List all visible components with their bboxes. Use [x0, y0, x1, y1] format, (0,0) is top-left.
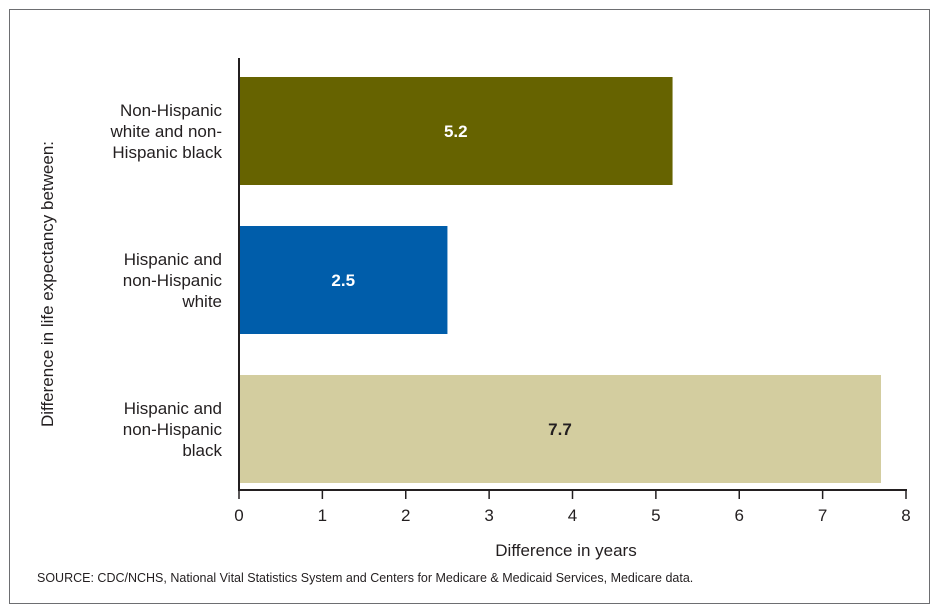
- source-note: SOURCE: CDC/NCHS, National Vital Statist…: [37, 571, 694, 585]
- x-tick-label: 4: [568, 506, 577, 525]
- category-label: Hispanic and non-Hispanic white: [123, 250, 223, 311]
- x-tick-label: 7: [818, 506, 827, 525]
- value-labels-group: 5.2 2.5 7.7: [331, 122, 571, 439]
- x-tick-label: 2: [401, 506, 410, 525]
- category-label: Non-Hispanic white and non-Hispanic black: [109, 101, 222, 162]
- category-labels-group: Non-Hispanic white and non-Hispanic black…: [109, 101, 222, 460]
- category-label: Hispanic and non-Hispanic black: [123, 399, 223, 460]
- figure-frame: [9, 9, 930, 604]
- bar-value-label: 5.2: [444, 122, 468, 141]
- bar-1: [239, 77, 673, 185]
- bar-value-label: 7.7: [548, 420, 572, 439]
- axes-group: 0 1 2 3 4 5 6 7 8: [234, 58, 911, 525]
- x-tick-label: 0: [234, 506, 243, 525]
- x-tick-label: 5: [651, 506, 660, 525]
- x-tick-label: 3: [484, 506, 493, 525]
- bars-group: [239, 77, 881, 483]
- x-tick-label: 8: [901, 506, 910, 525]
- bar-2: [239, 226, 448, 334]
- x-axis-title: Difference in years: [495, 541, 636, 560]
- x-tick-label: 1: [318, 506, 327, 525]
- bar-value-label: 2.5: [331, 271, 355, 290]
- x-tick-label: 6: [735, 506, 744, 525]
- bar-3: [239, 375, 881, 483]
- y-axis-title: Difference in life expectancy between:: [38, 141, 57, 427]
